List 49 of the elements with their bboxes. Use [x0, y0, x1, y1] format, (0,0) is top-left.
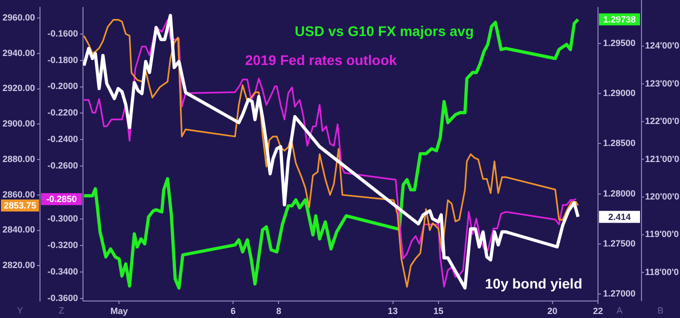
- y2-tick-label: 1.27000: [603, 288, 636, 298]
- text: 119'00'0: [645, 229, 679, 240]
- text: 118'00'0: [645, 266, 679, 277]
- y3-tick-label: -0.2400: [47, 134, 78, 144]
- y3-axis-title: Z: [58, 305, 65, 316]
- x-tick-label: 6: [230, 306, 236, 316]
- y-tick-label: 2820.00: [2, 260, 35, 270]
- y2-tick-label: 1.29500: [603, 38, 636, 48]
- y2-tick-label: 1.29000: [603, 88, 636, 98]
- text: 122'00'0: [645, 116, 680, 126]
- y-tick-label: 2860.00: [2, 189, 35, 200]
- y3-tick-label: -0.3000: [47, 213, 78, 224]
- text: 2853.75: [4, 200, 36, 210]
- text: 124'00'0: [645, 40, 680, 51]
- series-label: 10y bond yield: [485, 276, 582, 292]
- y3-tick-label: -0.3600: [47, 292, 78, 303]
- y2-tick-label: 1.27500: [603, 238, 636, 248]
- text: -0.2850: [46, 194, 77, 204]
- x-tick-label: 20: [547, 306, 558, 316]
- y-axis-title: Y: [16, 305, 24, 316]
- y3-tick-label: -0.1800: [47, 54, 78, 65]
- x-tick-label: May: [110, 306, 128, 316]
- y-tick-label: 2840.00: [2, 224, 35, 235]
- y3-tick-label: -0.3200: [47, 240, 78, 250]
- text: 1.29738: [603, 14, 636, 24]
- y2-tick-label: 1.28000: [603, 188, 636, 198]
- text: 121'00'0: [645, 154, 680, 164]
- text: 120'00'0: [645, 191, 680, 202]
- y3-tick-label: -0.3400: [47, 266, 78, 276]
- y-tick-label: 2880.00: [2, 154, 35, 164]
- y2-axis-title: A: [616, 305, 623, 316]
- text: 2.414: [608, 212, 631, 222]
- y-tick-label: 2960.00: [2, 12, 35, 22]
- x-tick-label: 8: [276, 306, 282, 316]
- x-tick-label: 22: [592, 306, 604, 316]
- x-tick-label: 15: [433, 306, 444, 316]
- y-tick-label: 2940.00: [2, 48, 35, 58]
- y2-tick-label: 1.28500: [603, 138, 636, 148]
- y-tick-label: 2900.00: [2, 118, 35, 129]
- y3-tick-label: -0.2000: [47, 81, 78, 92]
- series-label: 2019 Fed rates outlook: [245, 52, 397, 68]
- x-tick-label: 13: [388, 306, 398, 316]
- y-tick-label: 2920.00: [2, 83, 35, 94]
- y3-tick-label: -0.2600: [47, 160, 78, 171]
- text: B: [657, 305, 664, 316]
- y3-tick-label: -0.2200: [47, 108, 78, 118]
- y3-tick-label: -0.1600: [47, 28, 78, 38]
- text: 123'00'0: [645, 78, 680, 88]
- series-label: USD vs G10 FX majors avg: [294, 23, 474, 40]
